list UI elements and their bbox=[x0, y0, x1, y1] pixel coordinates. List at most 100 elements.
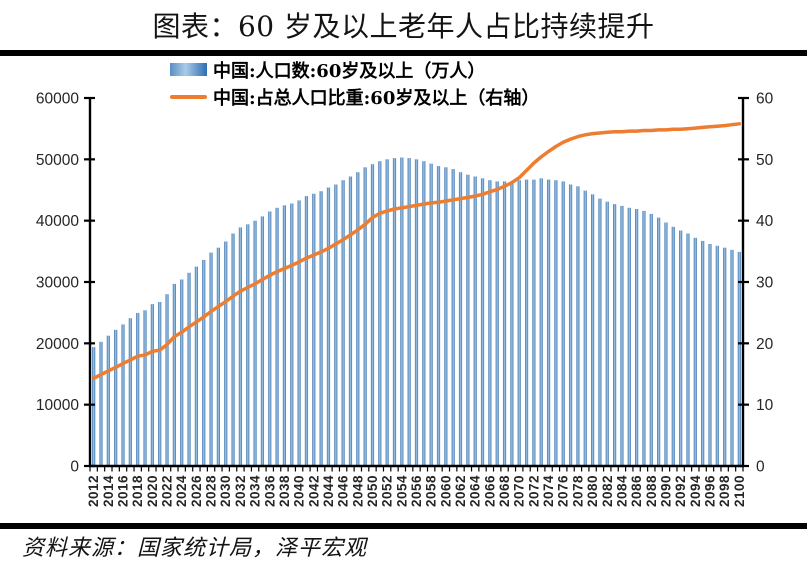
bar-2081 bbox=[598, 198, 602, 466]
bar-2050 bbox=[370, 164, 375, 466]
x-label-2030: 2030 bbox=[218, 475, 233, 507]
source-note: 资料来源：国家统计局，泽平宏观 bbox=[22, 536, 368, 561]
bar-2022 bbox=[165, 294, 169, 466]
bar-2074 bbox=[546, 179, 551, 466]
y-left-label-0: 0 bbox=[70, 459, 79, 476]
x-label-2016: 2016 bbox=[116, 475, 131, 507]
y-right-label-50: 50 bbox=[756, 152, 774, 169]
axes bbox=[84, 96, 749, 468]
x-label-2072: 2072 bbox=[526, 475, 541, 507]
bar-2073 bbox=[539, 178, 543, 467]
bar-2037 bbox=[275, 207, 279, 467]
x-label-2044: 2044 bbox=[321, 475, 336, 507]
bar-2032 bbox=[238, 227, 243, 466]
bar-2079 bbox=[583, 190, 587, 466]
x-label-2034: 2034 bbox=[248, 475, 263, 507]
bar-2063 bbox=[466, 174, 470, 466]
x-label-2038: 2038 bbox=[277, 475, 292, 507]
bar-2092 bbox=[679, 230, 683, 466]
x-label-2068: 2068 bbox=[497, 475, 512, 507]
bar-2094 bbox=[693, 237, 697, 466]
x-ticks bbox=[89, 466, 744, 472]
x-label-2066: 2066 bbox=[482, 475, 497, 507]
y-right-label-0: 0 bbox=[756, 459, 765, 476]
bar-2038 bbox=[282, 205, 287, 467]
x-label-2014: 2014 bbox=[101, 475, 116, 507]
bar-2018 bbox=[136, 313, 140, 466]
bar-2072 bbox=[532, 179, 536, 466]
bar-2090 bbox=[664, 222, 668, 466]
bars-series bbox=[92, 157, 741, 467]
x-label-2092: 2092 bbox=[673, 475, 688, 507]
bar-2071 bbox=[524, 179, 529, 466]
bar-2080 bbox=[590, 194, 595, 467]
y-right-label-60: 60 bbox=[756, 91, 774, 108]
x-label-2084: 2084 bbox=[614, 475, 629, 507]
bar-2026 bbox=[194, 266, 198, 466]
x-label-2086: 2086 bbox=[629, 475, 644, 507]
bar-2034 bbox=[253, 220, 257, 466]
x-label-2052: 2052 bbox=[380, 475, 395, 507]
bar-2021 bbox=[158, 302, 162, 466]
bar-2082 bbox=[605, 201, 609, 466]
x-label-2062: 2062 bbox=[453, 475, 468, 507]
bar-2016 bbox=[121, 324, 125, 466]
x-label-2028: 2028 bbox=[204, 475, 219, 507]
x-label-2100: 2100 bbox=[732, 475, 747, 507]
bar-2048 bbox=[356, 172, 360, 466]
line-series-swatch-icon bbox=[170, 94, 207, 99]
bar-2028 bbox=[209, 252, 213, 466]
bar-2097 bbox=[715, 245, 719, 466]
x-label-2032: 2032 bbox=[233, 475, 248, 507]
bar-2064 bbox=[473, 176, 477, 466]
x-label-2046: 2046 bbox=[336, 475, 351, 507]
x-label-2078: 2078 bbox=[570, 475, 585, 507]
bar-2036 bbox=[268, 211, 272, 466]
chart-title: 图表：60 岁及以上老年人占比持续提升 bbox=[152, 10, 655, 43]
y-left-label-20000: 20000 bbox=[36, 336, 79, 353]
bar-2075 bbox=[554, 180, 558, 466]
bar-2055 bbox=[407, 158, 411, 466]
legend-label-population: 中国:人口数:60岁及以上（万人） bbox=[213, 60, 486, 82]
bar-2053 bbox=[392, 158, 397, 466]
bar-2020 bbox=[150, 304, 154, 466]
x-label-2074: 2074 bbox=[541, 475, 556, 507]
y-right-label-20: 20 bbox=[756, 336, 774, 353]
x-label-2094: 2094 bbox=[688, 475, 703, 507]
x-label-2022: 2022 bbox=[160, 475, 175, 507]
y-right-label-10: 10 bbox=[756, 397, 774, 414]
bar-series-swatch-icon bbox=[170, 63, 207, 76]
bar-2047 bbox=[348, 176, 353, 466]
bar-2098 bbox=[723, 247, 727, 466]
x-label-2050: 2050 bbox=[365, 475, 380, 507]
bar-2046 bbox=[341, 180, 345, 466]
bar-2084 bbox=[620, 205, 624, 466]
legend-item-population: 中国:人口数:60岁及以上（万人） bbox=[170, 57, 539, 82]
y-right-label-40: 40 bbox=[756, 213, 774, 230]
bar-2045 bbox=[334, 184, 338, 466]
bar-2015 bbox=[114, 329, 118, 466]
bar-2088 bbox=[649, 213, 653, 466]
bar-2069 bbox=[510, 181, 514, 466]
x-label-2098: 2098 bbox=[717, 475, 732, 507]
bar-2065 bbox=[480, 178, 485, 467]
bar-2031 bbox=[231, 233, 235, 466]
bar-2070 bbox=[517, 180, 521, 466]
y-left-label-10000: 10000 bbox=[36, 397, 79, 414]
bar-2023 bbox=[172, 283, 176, 466]
bar-2019 bbox=[143, 310, 147, 466]
legend-item-share: 中国:占总人口比重:60岁及以上（右轴） bbox=[170, 84, 539, 109]
y-left-label-50000: 50000 bbox=[36, 152, 79, 169]
bar-2051 bbox=[378, 161, 382, 466]
bar-2059 bbox=[436, 166, 441, 466]
bar-2062 bbox=[458, 172, 463, 466]
bar-2056 bbox=[414, 159, 419, 467]
bar-2035 bbox=[260, 216, 265, 466]
x-label-2064: 2064 bbox=[468, 475, 483, 507]
bar-2060 bbox=[444, 167, 448, 467]
divider-top bbox=[0, 50, 807, 56]
bar-2027 bbox=[202, 259, 206, 466]
x-label-2082: 2082 bbox=[600, 475, 615, 507]
share-line bbox=[91, 122, 742, 381]
bar-2024 bbox=[180, 279, 184, 466]
